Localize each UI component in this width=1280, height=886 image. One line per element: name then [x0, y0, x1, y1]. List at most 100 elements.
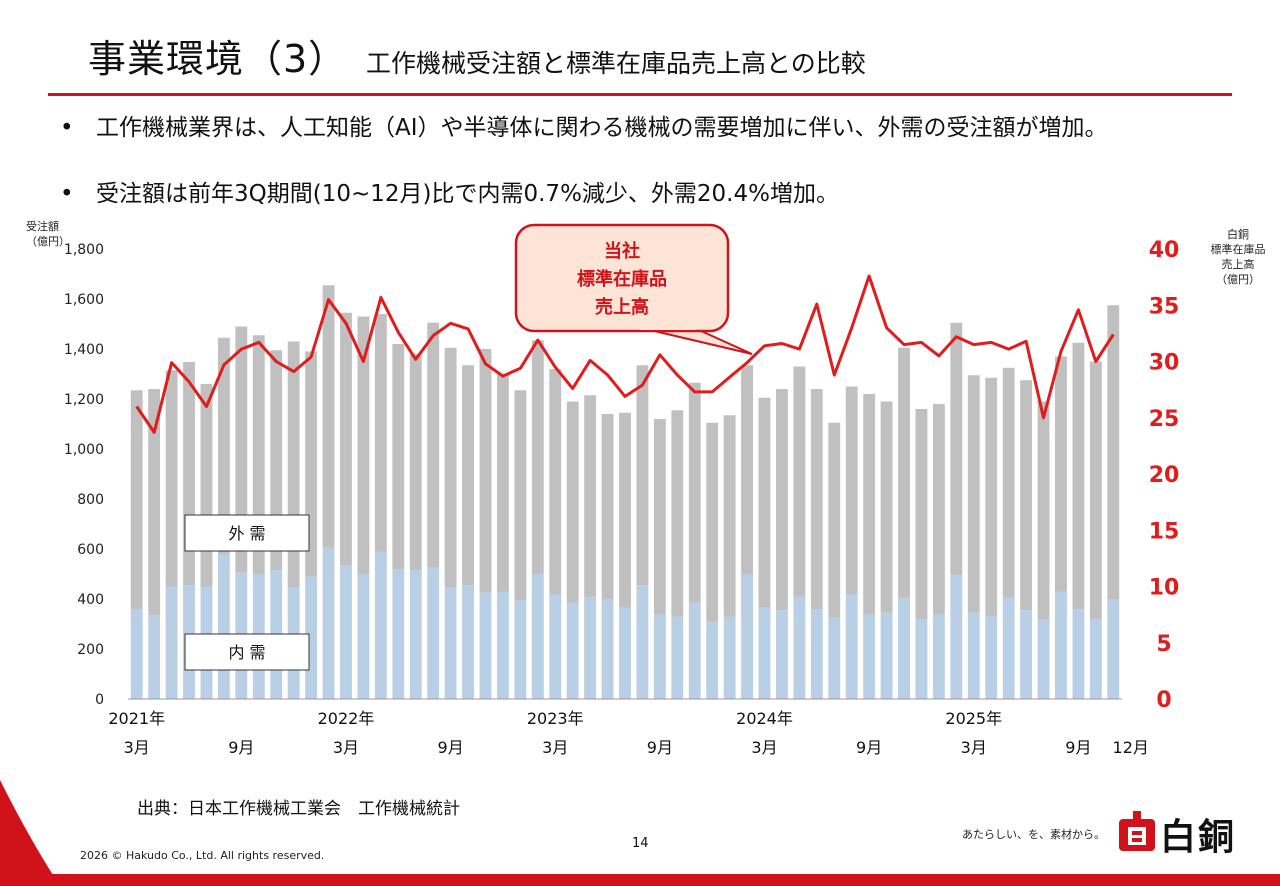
foreign-bar	[845, 386, 858, 594]
foreign-bar	[287, 341, 300, 588]
domestic-bar	[863, 614, 876, 699]
foreign-bar	[584, 395, 597, 597]
domestic-bar	[1020, 610, 1033, 699]
callout-text: 当社	[604, 240, 640, 262]
left-tick-label: 1,800	[64, 242, 104, 258]
left-tick-label: 400	[77, 592, 104, 608]
foreign-bar	[340, 312, 352, 566]
foreign-bar	[758, 397, 771, 608]
domestic-bar	[758, 607, 771, 699]
foreign-bar	[1055, 356, 1067, 592]
title-rule	[48, 93, 1232, 96]
legend-foreign-label: 外 需	[228, 524, 265, 543]
left-tick-label: 1,600	[64, 292, 104, 308]
x-year-label: 2025年	[945, 709, 1002, 728]
right-tick-label: 20	[1149, 463, 1180, 488]
domestic-bar	[915, 619, 928, 699]
domestic-bar	[130, 609, 143, 699]
domestic-bar	[514, 600, 527, 699]
domestic-bar	[444, 587, 457, 699]
domestic-bar	[305, 576, 318, 699]
foreign-bar	[1002, 367, 1015, 598]
domestic-bar	[165, 586, 178, 699]
foreign-bar	[270, 350, 283, 571]
domestic-bar	[653, 614, 666, 699]
x-month-label: 3月	[124, 738, 150, 757]
callout-text: 売上高	[595, 296, 649, 318]
domestic-bar	[898, 597, 910, 699]
x-month-label: 9月	[438, 738, 464, 757]
foreign-bar	[671, 410, 684, 617]
right-tick-label: 15	[1149, 519, 1180, 544]
foreign-bar	[444, 347, 457, 588]
foreign-bar	[148, 389, 161, 616]
domestic-bar	[409, 570, 422, 699]
right-tick-label: 35	[1149, 294, 1180, 319]
foreign-bar	[601, 414, 614, 599]
foreign-bar	[531, 340, 544, 574]
domestic-bar	[1002, 597, 1015, 699]
foreign-bar	[392, 344, 405, 569]
x-month-label: 3月	[751, 738, 777, 757]
callout-box	[514, 223, 730, 333]
corner-decoration	[0, 780, 60, 886]
line-layer	[135, 274, 1115, 434]
domestic-bar	[217, 554, 230, 699]
right-tick-label: 25	[1149, 407, 1180, 432]
domestic-bar	[723, 616, 736, 699]
foreign-bar	[898, 347, 910, 598]
right-tick-label: 5	[1156, 632, 1171, 657]
foreign-bar	[1072, 342, 1085, 609]
domestic-bar	[374, 551, 387, 699]
page-title: 事業環境（3）	[88, 37, 348, 81]
legend-domestic-box	[184, 633, 310, 671]
domestic-bar	[741, 574, 753, 699]
foreign-bar	[863, 394, 876, 614]
x-month-label: 3月	[333, 738, 359, 757]
x-month-label: 9月	[856, 738, 882, 757]
foreign-bar	[183, 362, 195, 586]
domestic-bar	[1055, 591, 1067, 699]
domestic-bar	[932, 614, 945, 699]
right-axis-title: （億円）	[1216, 273, 1260, 286]
x-month-label: 9月	[228, 738, 254, 757]
foreign-bar	[462, 365, 474, 586]
foreign-bar	[706, 422, 719, 622]
right-tick-label: 0	[1156, 688, 1171, 713]
foreign-bar	[793, 366, 806, 597]
source-note: 出典：日本工作機械工業会 工作機械統計	[137, 799, 460, 819]
callout-text: 標準在庫品	[577, 268, 667, 290]
domestic-bar	[601, 599, 614, 699]
right-tick-label: 10	[1149, 576, 1180, 601]
left-tick-label: 1,000	[64, 442, 104, 458]
domestic-bar	[392, 569, 405, 699]
x-month-label: 3月	[961, 738, 987, 757]
foreign-bar	[985, 377, 998, 617]
foreign-bar	[357, 316, 370, 574]
left-tick-label: 0	[95, 692, 104, 708]
right-tick-label: 40	[1149, 238, 1180, 263]
domestic-bar	[357, 574, 370, 699]
foreign-bar	[932, 404, 945, 614]
domestic-bar	[828, 617, 841, 699]
x-month-label: 9月	[647, 738, 673, 757]
left-tick-label: 1,400	[64, 342, 104, 358]
bullet-marker: •	[60, 115, 74, 141]
left-tick-label: 800	[77, 492, 104, 508]
left-axis-title: 受注額	[26, 219, 59, 233]
foreign-bar	[549, 369, 562, 594]
foreign-bar	[880, 401, 893, 613]
foreign-bar	[427, 322, 440, 568]
foreign-bar	[200, 384, 213, 587]
domestic-bar	[1072, 609, 1085, 699]
right-axis-title: 売上高	[1222, 257, 1255, 271]
foreign-bar	[950, 322, 963, 576]
foreign-bar	[322, 285, 335, 548]
foreign-bar	[776, 389, 788, 611]
domestic-bar	[985, 616, 998, 699]
domestic-bar	[497, 591, 509, 699]
foreign-bar	[828, 422, 841, 618]
left-tick-label: 600	[77, 542, 104, 558]
foreign-bar	[967, 375, 980, 613]
